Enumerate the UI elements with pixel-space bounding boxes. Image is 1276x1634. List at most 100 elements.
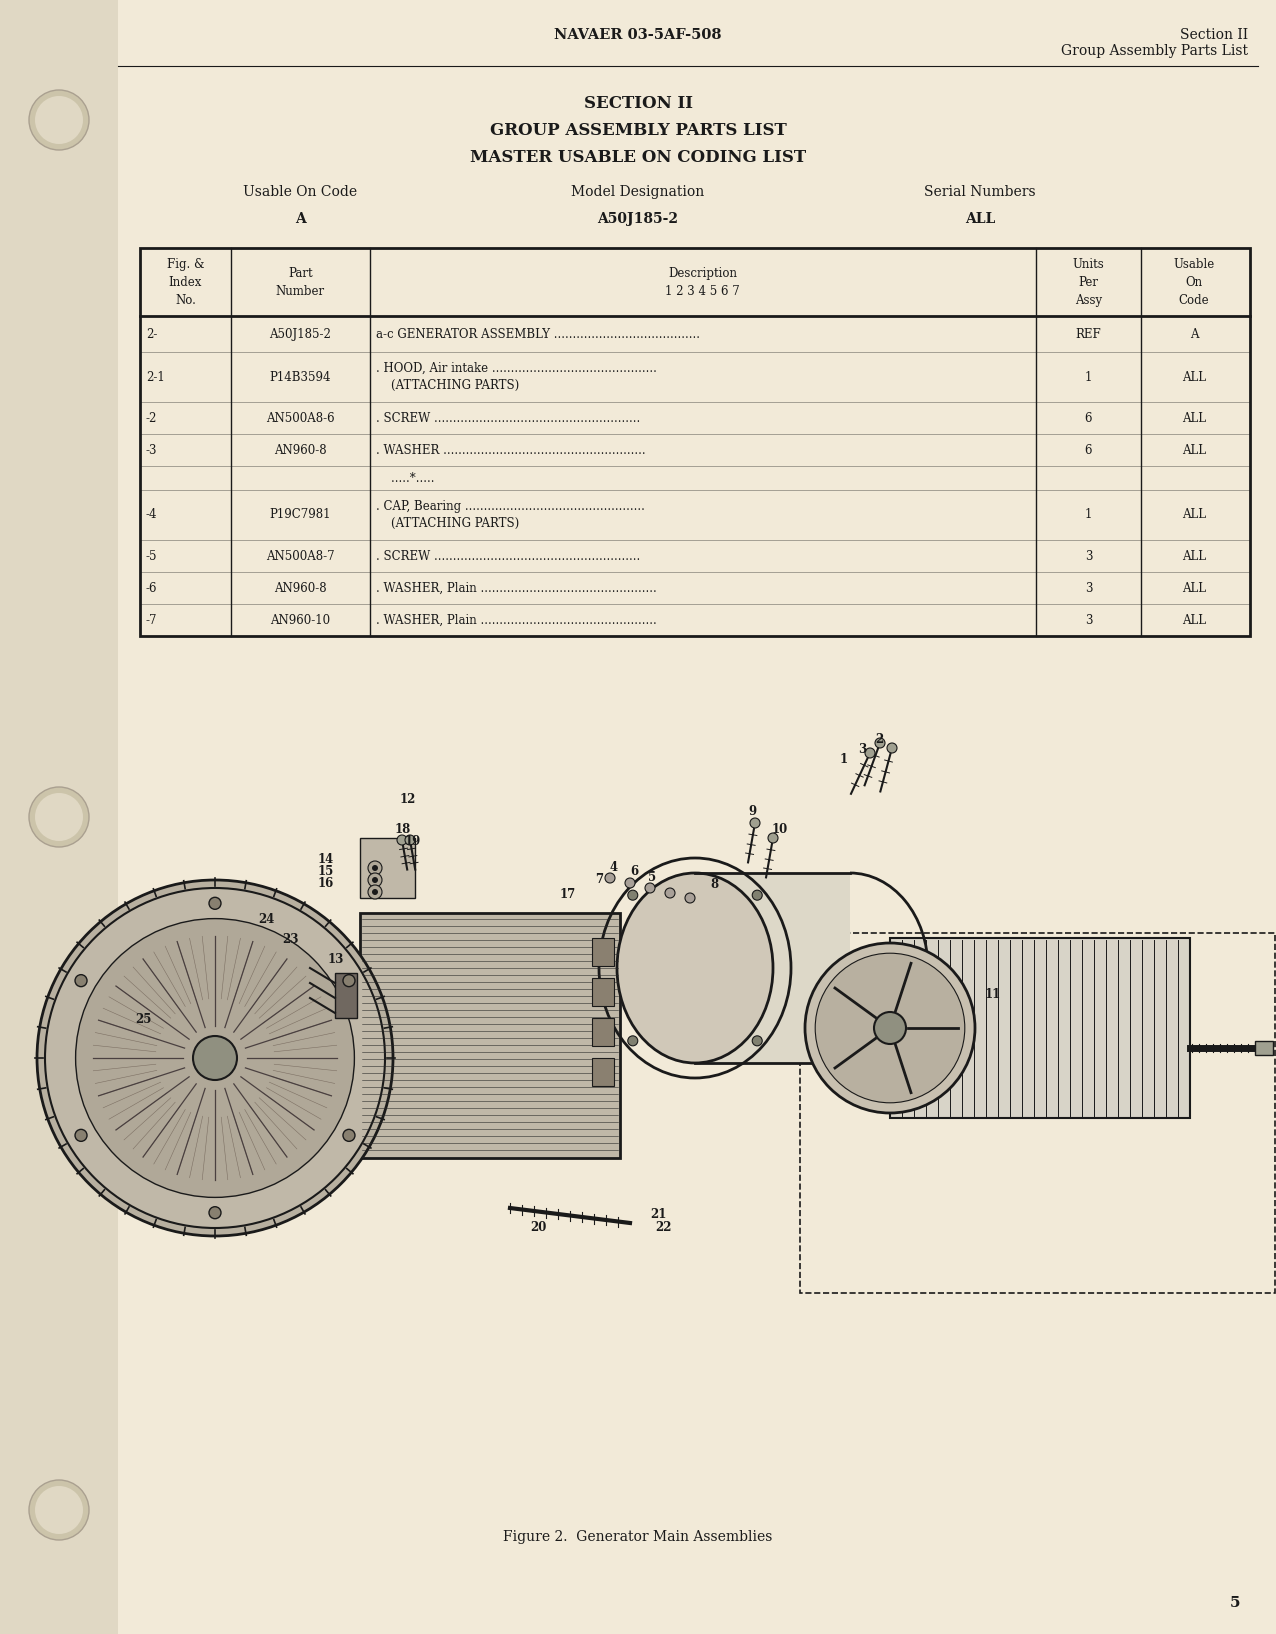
Text: 17: 17 (560, 887, 577, 900)
Circle shape (665, 887, 675, 899)
Circle shape (875, 739, 886, 748)
Text: Section II: Section II (1180, 28, 1248, 42)
Text: .....*.....: .....*..... (375, 472, 434, 485)
Circle shape (343, 974, 355, 987)
Circle shape (373, 877, 378, 882)
Text: GROUP ASSEMBLY PARTS LIST: GROUP ASSEMBLY PARTS LIST (490, 123, 786, 139)
Text: -2: -2 (145, 412, 157, 425)
Circle shape (815, 953, 965, 1103)
Text: 1: 1 (840, 753, 849, 766)
Circle shape (29, 90, 89, 150)
Text: 3: 3 (1085, 613, 1092, 626)
Text: P19C7981: P19C7981 (269, 508, 332, 521)
Circle shape (373, 889, 378, 895)
Bar (592, 979, 614, 1007)
Circle shape (37, 881, 393, 1235)
Circle shape (628, 891, 638, 900)
Circle shape (768, 833, 778, 843)
Text: 6: 6 (1085, 412, 1092, 425)
Circle shape (625, 877, 635, 887)
Text: 3: 3 (1085, 549, 1092, 562)
Bar (336, 972, 357, 1018)
Circle shape (605, 873, 615, 882)
Text: NAVAER 03-5AF-508: NAVAER 03-5AF-508 (554, 28, 722, 42)
Bar (592, 938, 614, 966)
Text: 8: 8 (709, 877, 718, 891)
Text: 16: 16 (318, 877, 334, 891)
Text: MASTER USABLE ON CODING LIST: MASTER USABLE ON CODING LIST (470, 149, 806, 167)
Circle shape (29, 788, 89, 846)
Text: 2-1: 2-1 (145, 371, 165, 384)
Text: AN500A8-7: AN500A8-7 (267, 549, 334, 562)
Text: 6: 6 (630, 864, 638, 877)
Text: A50J185-2: A50J185-2 (597, 212, 679, 225)
Text: 6: 6 (1085, 443, 1092, 456)
Circle shape (805, 943, 975, 1113)
Text: 5: 5 (648, 871, 656, 884)
Circle shape (343, 1129, 355, 1142)
Bar (1256, 1041, 1273, 1056)
Circle shape (628, 1036, 638, 1046)
Text: 1: 1 (1085, 508, 1092, 521)
Text: 7: 7 (595, 873, 604, 886)
Text: ALL: ALL (1182, 613, 1206, 626)
Text: 19: 19 (404, 835, 421, 848)
Circle shape (367, 873, 382, 887)
Text: SECTION II: SECTION II (583, 95, 693, 113)
Text: 11: 11 (985, 989, 1002, 1002)
Ellipse shape (618, 873, 773, 1064)
Text: A50J185-2: A50J185-2 (269, 327, 332, 340)
Text: Usable
On
Code: Usable On Code (1174, 258, 1215, 307)
Circle shape (209, 1206, 221, 1219)
Text: 22: 22 (655, 1221, 671, 1234)
Circle shape (750, 819, 760, 828)
Text: Serial Numbers: Serial Numbers (924, 185, 1036, 199)
Circle shape (34, 1485, 83, 1534)
Text: Model Designation: Model Designation (572, 185, 704, 199)
Text: 10: 10 (772, 824, 789, 837)
Text: Description
1 2 3 4 5 6 7: Description 1 2 3 4 5 6 7 (665, 266, 740, 297)
Text: ALL: ALL (1182, 371, 1206, 384)
Text: 14: 14 (318, 853, 334, 866)
Circle shape (367, 861, 382, 874)
Circle shape (209, 897, 221, 909)
Text: . HOOD, Air intake ............................................
    (ATTACHING P: . HOOD, Air intake .....................… (375, 363, 657, 392)
Text: 20: 20 (530, 1221, 546, 1234)
Circle shape (34, 96, 83, 144)
Text: . SCREW .......................................................: . SCREW ................................… (375, 549, 641, 562)
Text: 21: 21 (649, 1208, 666, 1221)
Text: 3: 3 (1085, 582, 1092, 595)
Text: -3: -3 (145, 443, 157, 456)
Circle shape (685, 894, 695, 904)
Text: . WASHER, Plain ...............................................: . WASHER, Plain ........................… (375, 582, 657, 595)
Text: ALL: ALL (1182, 549, 1206, 562)
Text: . CAP, Bearing ................................................
    (ATTACHING P: . CAP, Bearing .........................… (375, 500, 644, 529)
Circle shape (753, 1036, 762, 1046)
Text: -7: -7 (145, 613, 157, 626)
Circle shape (753, 891, 762, 900)
Text: . WASHER ......................................................: . WASHER ...............................… (375, 443, 646, 456)
Bar (592, 1018, 614, 1046)
Text: 2: 2 (875, 734, 883, 747)
Bar (889, 938, 1191, 1118)
Text: A: A (295, 212, 305, 225)
Bar (800, 933, 1275, 1292)
Text: . SCREW .......................................................: . SCREW ................................… (375, 412, 641, 425)
Circle shape (397, 835, 407, 845)
Text: 12: 12 (399, 792, 416, 806)
Text: -6: -6 (145, 582, 157, 595)
Circle shape (367, 886, 382, 899)
Text: . WASHER, Plain ...............................................: . WASHER, Plain ........................… (375, 613, 657, 626)
Text: ALL: ALL (1182, 443, 1206, 456)
Circle shape (34, 792, 83, 842)
Text: Usable On Code: Usable On Code (242, 185, 357, 199)
Circle shape (373, 864, 378, 871)
Text: Fig. &
Index
No.: Fig. & Index No. (167, 258, 204, 307)
Text: Group Assembly Parts List: Group Assembly Parts List (1062, 44, 1248, 57)
Text: Part
Number: Part Number (276, 266, 325, 297)
Bar (360, 913, 620, 1159)
Text: P14B3594: P14B3594 (269, 371, 332, 384)
Text: ALL: ALL (1182, 412, 1206, 425)
Text: AN960-10: AN960-10 (271, 613, 330, 626)
Text: 25: 25 (135, 1013, 152, 1026)
